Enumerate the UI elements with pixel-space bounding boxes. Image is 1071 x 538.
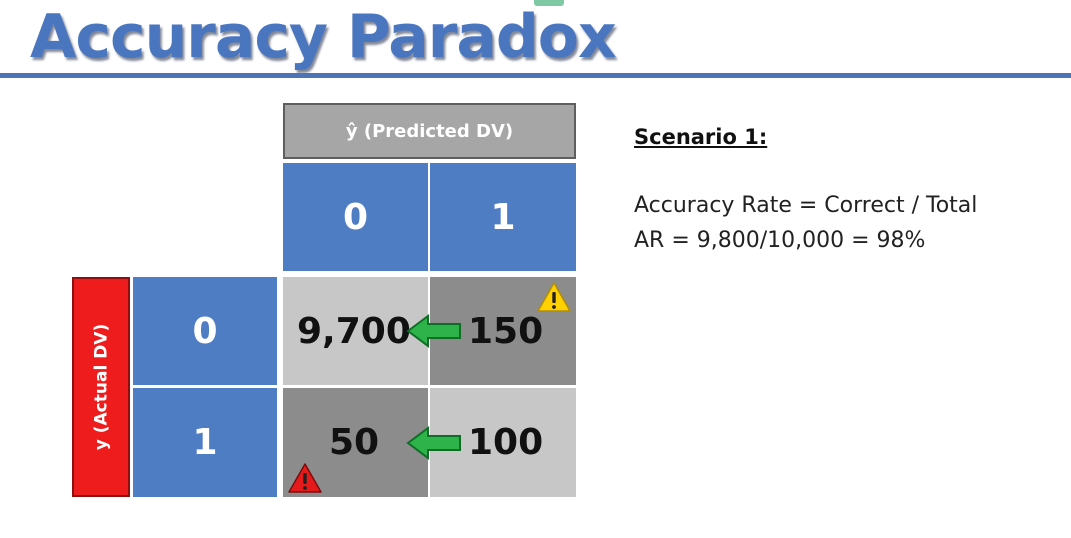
green-arrow-left-icon	[406, 314, 461, 348]
top-edge-marker	[534, 0, 564, 6]
predicted-dv-header: ŷ (Predicted DV)	[283, 103, 576, 159]
warning-yellow-icon	[537, 282, 571, 312]
accuracy-rate-formula: Accuracy Rate = Correct / Total	[634, 193, 978, 218]
actual-class-0: 0	[133, 277, 277, 385]
warning-red-icon	[288, 463, 322, 493]
predicted-class-1: 1	[430, 163, 576, 271]
scenario-heading: Scenario 1:	[634, 125, 768, 149]
actual-dv-header: y (Actual DV)	[72, 277, 130, 497]
predicted-class-0: 0	[283, 163, 428, 271]
cell-actual0-pred0: 9,700	[283, 277, 428, 385]
green-arrow-left-icon	[406, 426, 461, 460]
slide-title: Accuracy Paradox	[30, 2, 617, 72]
accuracy-rate-result: AR = 9,800/10,000 = 98%	[634, 228, 926, 253]
title-underline	[0, 73, 1071, 78]
actual-dv-label: y (Actual DV)	[91, 323, 111, 451]
actual-class-1: 1	[133, 388, 277, 497]
